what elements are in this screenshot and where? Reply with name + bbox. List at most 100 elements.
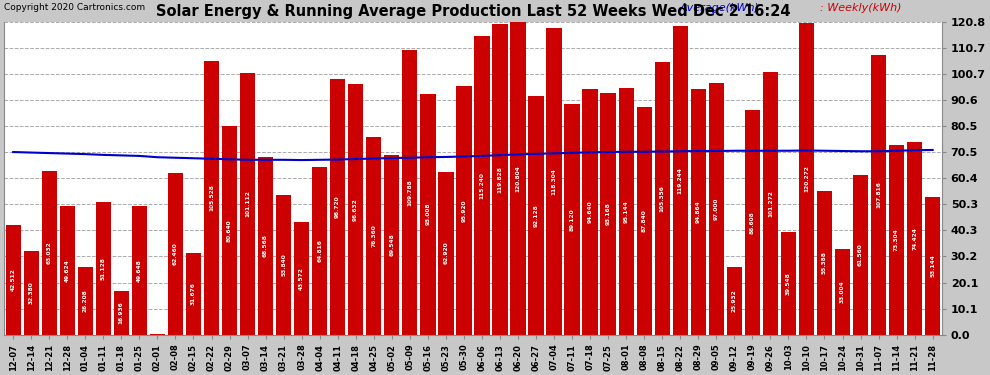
Bar: [240, 73, 255, 334]
Bar: [727, 267, 742, 334]
Text: 55.388: 55.388: [822, 252, 827, 274]
Text: 101.112: 101.112: [246, 190, 250, 217]
Text: 120.272: 120.272: [804, 165, 809, 192]
Text: 76.360: 76.360: [371, 224, 376, 247]
Text: Copyright 2020 Cartronics.com: Copyright 2020 Cartronics.com: [4, 3, 146, 12]
Text: 95.920: 95.920: [461, 199, 466, 222]
Bar: [654, 62, 670, 334]
Bar: [889, 145, 904, 334]
Text: 69.548: 69.548: [389, 233, 394, 256]
Text: 93.168: 93.168: [606, 202, 611, 225]
Bar: [871, 56, 886, 334]
Text: 49.648: 49.648: [137, 259, 142, 282]
Text: 94.864: 94.864: [696, 200, 701, 223]
Text: 120.804: 120.804: [516, 165, 521, 192]
Bar: [510, 22, 526, 334]
Text: 62.920: 62.920: [444, 242, 448, 264]
Text: Average(kWh): Average(kWh): [679, 3, 759, 13]
Text: 80.640: 80.640: [227, 219, 232, 242]
Bar: [24, 251, 39, 334]
Text: 51.128: 51.128: [101, 257, 106, 280]
Bar: [186, 253, 201, 334]
Bar: [402, 50, 418, 334]
Bar: [6, 225, 21, 334]
Text: 98.720: 98.720: [336, 195, 341, 218]
Bar: [348, 84, 363, 334]
Bar: [276, 195, 291, 334]
Bar: [42, 171, 56, 334]
Text: 115.240: 115.240: [479, 172, 484, 199]
Bar: [114, 291, 129, 334]
Text: 101.272: 101.272: [768, 190, 773, 217]
Text: : Weekly(kWh): : Weekly(kWh): [820, 3, 901, 13]
Bar: [439, 172, 453, 334]
Text: 62.460: 62.460: [173, 242, 178, 265]
Text: 97.000: 97.000: [714, 198, 719, 220]
Bar: [474, 36, 490, 334]
Bar: [619, 88, 634, 334]
Bar: [835, 249, 850, 334]
Text: 64.816: 64.816: [317, 239, 322, 262]
Bar: [799, 23, 814, 334]
Bar: [744, 110, 760, 334]
Text: 49.624: 49.624: [64, 259, 69, 282]
Bar: [258, 157, 273, 334]
Bar: [582, 90, 598, 334]
Text: 73.304: 73.304: [894, 228, 899, 251]
Text: 43.572: 43.572: [299, 267, 304, 290]
Bar: [420, 94, 436, 334]
Bar: [96, 202, 111, 334]
Text: 26.208: 26.208: [83, 290, 88, 312]
Bar: [781, 232, 796, 334]
Text: 105.528: 105.528: [209, 184, 214, 211]
Text: 53.144: 53.144: [931, 254, 936, 277]
Bar: [222, 126, 238, 334]
Bar: [204, 61, 219, 334]
Bar: [691, 89, 706, 334]
Text: 53.840: 53.840: [281, 254, 286, 276]
Text: 92.128: 92.128: [534, 204, 539, 227]
Bar: [817, 191, 833, 334]
Text: 105.356: 105.356: [659, 185, 664, 211]
Text: 61.560: 61.560: [858, 244, 863, 266]
Bar: [601, 93, 616, 334]
Text: 94.640: 94.640: [588, 201, 593, 223]
Text: 68.568: 68.568: [263, 234, 268, 257]
Text: 96.632: 96.632: [353, 198, 358, 221]
Bar: [925, 197, 940, 334]
Text: 25.932: 25.932: [732, 290, 737, 312]
Text: 33.004: 33.004: [841, 280, 845, 303]
Text: 109.788: 109.788: [407, 179, 412, 206]
Bar: [132, 206, 148, 334]
Title: Solar Energy & Running Average Production Last 52 Weeks Wed Dec 2 16:24: Solar Energy & Running Average Productio…: [155, 4, 790, 19]
Bar: [456, 86, 471, 334]
Bar: [546, 28, 561, 334]
Bar: [672, 26, 688, 334]
Text: 32.380: 32.380: [29, 281, 34, 304]
Text: 86.608: 86.608: [749, 211, 754, 234]
Bar: [853, 175, 868, 334]
Bar: [564, 104, 580, 334]
Bar: [762, 72, 778, 334]
Bar: [77, 267, 93, 334]
Text: 42.512: 42.512: [11, 268, 16, 291]
Text: 118.304: 118.304: [551, 168, 556, 195]
Bar: [366, 137, 381, 334]
Bar: [907, 142, 923, 334]
Text: 87.840: 87.840: [642, 210, 646, 232]
Bar: [59, 206, 75, 334]
Text: 39.548: 39.548: [786, 272, 791, 295]
Bar: [312, 167, 328, 334]
Text: 119.828: 119.828: [497, 166, 503, 193]
Text: 16.936: 16.936: [119, 302, 124, 324]
Text: 74.424: 74.424: [912, 227, 917, 250]
Bar: [384, 154, 399, 334]
Text: 107.816: 107.816: [876, 182, 881, 209]
Text: 93.008: 93.008: [426, 203, 431, 225]
Bar: [709, 83, 724, 334]
Bar: [492, 24, 508, 334]
Text: 31.676: 31.676: [191, 282, 196, 305]
Bar: [529, 96, 544, 334]
Bar: [330, 79, 346, 334]
Bar: [167, 173, 183, 334]
